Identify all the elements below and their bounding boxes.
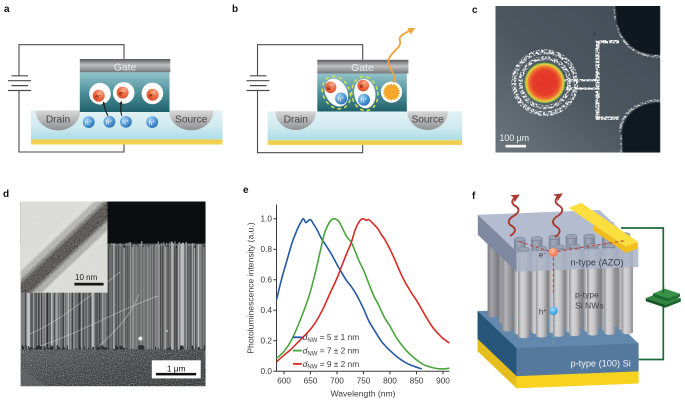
svg-text:Drain: Drain <box>46 115 70 126</box>
svg-text:d: d <box>3 189 9 200</box>
svg-text:100 μm: 100 μm <box>500 133 530 143</box>
svg-text:850: 850 <box>410 376 424 386</box>
svg-text:dNW = 5 ± 1 nm: dNW = 5 ± 1 nm <box>303 332 359 344</box>
svg-text:0.8: 0.8 <box>260 244 272 254</box>
svg-text:n-type (AZO): n-type (AZO) <box>571 258 624 268</box>
svg-text:e−: e− <box>539 251 547 260</box>
svg-text:Gate: Gate <box>351 63 374 74</box>
svg-text:e: e <box>243 185 249 196</box>
svg-text:Source: Source <box>175 115 208 126</box>
svg-text:0.2: 0.2 <box>260 336 272 346</box>
svg-text:800: 800 <box>383 376 397 386</box>
svg-text:750: 750 <box>357 376 371 386</box>
svg-text:Gate: Gate <box>114 62 137 73</box>
svg-text:Photoluminescence intensity (a: Photoluminescence intensity (a.u.) <box>246 222 256 353</box>
svg-text:1.0: 1.0 <box>260 214 272 224</box>
svg-text:600: 600 <box>277 376 291 386</box>
svg-text:Wavelength (nm): Wavelength (nm) <box>330 389 395 399</box>
svg-text:0.6: 0.6 <box>260 275 272 285</box>
svg-text:Source: Source <box>411 115 444 126</box>
svg-text:e−: e− <box>360 82 367 90</box>
svg-text:b: b <box>232 4 238 15</box>
svg-text:h+: h+ <box>337 95 344 103</box>
svg-text:a: a <box>4 4 10 15</box>
svg-text:h+: h+ <box>106 119 113 127</box>
svg-text:h+: h+ <box>122 119 129 127</box>
svg-text:e−: e− <box>327 84 334 92</box>
svg-text:e−: e− <box>149 91 156 99</box>
svg-text:h+: h+ <box>360 97 367 105</box>
svg-text:Si NWs: Si NWs <box>575 301 604 311</box>
svg-text:0.4: 0.4 <box>260 305 272 315</box>
svg-text:e−: e− <box>119 89 126 97</box>
svg-text:h+: h+ <box>539 308 547 317</box>
svg-text:p-type: p-type <box>575 290 599 300</box>
svg-text:f: f <box>472 191 476 202</box>
svg-text:e−: e− <box>95 93 102 101</box>
svg-text:10 nm: 10 nm <box>75 273 98 282</box>
svg-text:0.0: 0.0 <box>260 366 272 376</box>
svg-text:dNW = 7 ± 2 nm: dNW = 7 ± 2 nm <box>303 346 359 358</box>
svg-text:700: 700 <box>330 376 344 386</box>
svg-text:p-type (100) Si: p-type (100) Si <box>571 359 631 369</box>
svg-text:1 μm: 1 μm <box>167 363 186 373</box>
svg-text:650: 650 <box>304 376 318 386</box>
svg-text:h+: h+ <box>85 119 92 127</box>
svg-text:900: 900 <box>436 376 450 386</box>
svg-text:c: c <box>472 5 478 16</box>
svg-text:h+: h+ <box>149 119 156 127</box>
svg-text:Drain: Drain <box>284 115 308 126</box>
svg-text:dNW = 9 ± 2 nm: dNW = 9 ± 2 nm <box>303 359 359 371</box>
